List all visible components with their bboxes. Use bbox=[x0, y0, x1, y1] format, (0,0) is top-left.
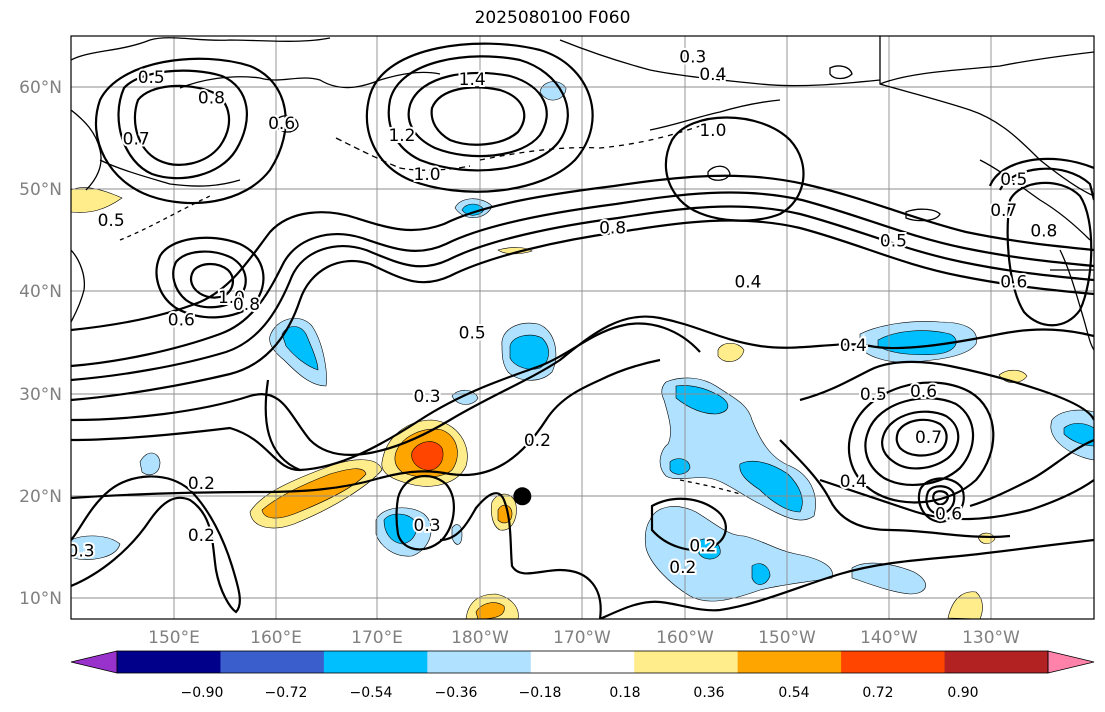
contour-label: 0.6 bbox=[935, 505, 962, 525]
contour-label: 0.2 bbox=[188, 526, 215, 546]
contour-label: 0.4 bbox=[840, 472, 867, 492]
colorbar-swatch bbox=[634, 651, 739, 673]
longitude-labels: 150°E 160°E 170°E 180°W 170°W 160°W 150°… bbox=[148, 628, 1020, 648]
colorbar-tick-label: 0.90 bbox=[947, 685, 978, 701]
lon-label-160w: 160°W bbox=[656, 628, 714, 648]
colorbar-tick-label: −0.90 bbox=[181, 685, 224, 701]
colorbar-tick-label: 0.72 bbox=[862, 685, 893, 701]
contour-label: 0.5 bbox=[880, 232, 907, 252]
colorbar-tick-label: 0.18 bbox=[609, 685, 640, 701]
map-title: 2025080100 F060 bbox=[474, 8, 631, 28]
gridlines bbox=[71, 36, 1094, 619]
contour-label: 0.8 bbox=[198, 88, 225, 108]
lat-label-50n: 50°N bbox=[19, 180, 62, 200]
colorbar-extend-low bbox=[70, 650, 118, 674]
contour-label: 0.2 bbox=[669, 558, 696, 578]
map-plot-area: 0.50.80.70.61.41.21.00.30.41.00.50.5 0.80… bbox=[68, 36, 1094, 619]
plot-frame bbox=[70, 35, 1095, 620]
colorbar-swatch bbox=[117, 651, 221, 673]
contour-label: 1.0 bbox=[218, 288, 245, 308]
contour-label: 0.6 bbox=[1000, 272, 1027, 292]
contour-lines bbox=[71, 42, 1094, 619]
lon-label-130w: 130°W bbox=[962, 628, 1020, 648]
lon-label-170e: 170°E bbox=[351, 628, 403, 648]
lon-label-150w: 150°W bbox=[758, 628, 816, 648]
contour-label: 0.6 bbox=[268, 114, 295, 134]
contour-label: 0.7 bbox=[915, 428, 942, 448]
colorbar-swatch bbox=[737, 651, 842, 673]
contour-label: 1.0 bbox=[699, 121, 726, 141]
colorbar-tick-label: −0.36 bbox=[435, 685, 478, 701]
contour-label: 0.5 bbox=[138, 68, 165, 88]
lat-label-20n: 20°N bbox=[19, 487, 62, 507]
colorbar-tick-label: −0.72 bbox=[265, 685, 308, 701]
colorbar-swatch bbox=[530, 651, 635, 673]
contour-label: 0.3 bbox=[68, 541, 95, 561]
contour-label: 0.2 bbox=[524, 431, 551, 451]
colorbar-swatch bbox=[427, 651, 532, 673]
colorbar-swatch bbox=[944, 651, 1049, 673]
lat-label-60n: 60°N bbox=[19, 78, 62, 98]
contour-label: 0.8 bbox=[1030, 221, 1057, 241]
contour-label: 0.8 bbox=[599, 218, 626, 238]
latitude-labels: 10°N 20°N 30°N 40°N 50°N 60°N bbox=[19, 78, 62, 609]
storm-center-marker bbox=[513, 487, 532, 506]
colorbar-frame bbox=[116, 650, 1049, 674]
colorbar-extend-high bbox=[1047, 650, 1095, 674]
contour-label: 0.3 bbox=[414, 516, 441, 536]
contour-labels: 0.50.80.70.61.41.21.00.30.41.00.50.5 0.80… bbox=[68, 45, 1059, 579]
contour-label: 1.4 bbox=[459, 70, 486, 90]
contour-label: 0.6 bbox=[168, 310, 195, 330]
contour-label: 1.2 bbox=[388, 126, 415, 146]
colorbar-tick-label: 0.36 bbox=[693, 685, 724, 701]
contour-label: 0.2 bbox=[188, 474, 215, 494]
contour-label: 0.6 bbox=[910, 382, 937, 402]
colorbar-tick-label: −0.18 bbox=[519, 685, 562, 701]
contour-label: 1.0 bbox=[414, 165, 441, 185]
contour-label: 0.4 bbox=[699, 65, 726, 85]
lon-label-160e: 160°E bbox=[250, 628, 302, 648]
contour-label: 0.2 bbox=[689, 536, 716, 556]
lon-label-140w: 140°W bbox=[860, 628, 918, 648]
colorbar-tick-label: −0.54 bbox=[350, 685, 393, 701]
contour-label: 0.8 bbox=[233, 295, 260, 315]
contour-label: 0.7 bbox=[123, 129, 150, 149]
contour-label: 0.3 bbox=[679, 47, 706, 67]
contour-label: 0.5 bbox=[459, 324, 486, 344]
lat-label-40n: 40°N bbox=[19, 282, 62, 302]
contour-label: 0.5 bbox=[860, 385, 887, 405]
colorbar-tick-labels: −0.90 −0.72 −0.54 −0.36 −0.18 0.18 0.36 … bbox=[181, 685, 979, 701]
lon-label-180w: 180°W bbox=[451, 628, 509, 648]
contour-label: 0.4 bbox=[840, 336, 867, 356]
lon-label-150e: 150°E bbox=[148, 628, 200, 648]
contour-label: 0.3 bbox=[414, 387, 441, 407]
contour-label: 0.5 bbox=[1000, 170, 1027, 190]
lon-label-170w: 170°W bbox=[553, 628, 611, 648]
colorbar-swatch bbox=[323, 651, 428, 673]
lat-label-10n: 10°N bbox=[19, 589, 62, 609]
colorbar-tick-label: 0.54 bbox=[778, 685, 809, 701]
lat-label-30n: 30°N bbox=[19, 385, 62, 405]
contour-label: 0.5 bbox=[98, 211, 125, 231]
contour-label: 0.4 bbox=[734, 272, 761, 292]
colorbar-swatch bbox=[841, 651, 946, 673]
colorbar bbox=[70, 650, 1095, 674]
contour-label: 0.7 bbox=[990, 201, 1017, 221]
colorbar-swatch bbox=[220, 651, 325, 673]
